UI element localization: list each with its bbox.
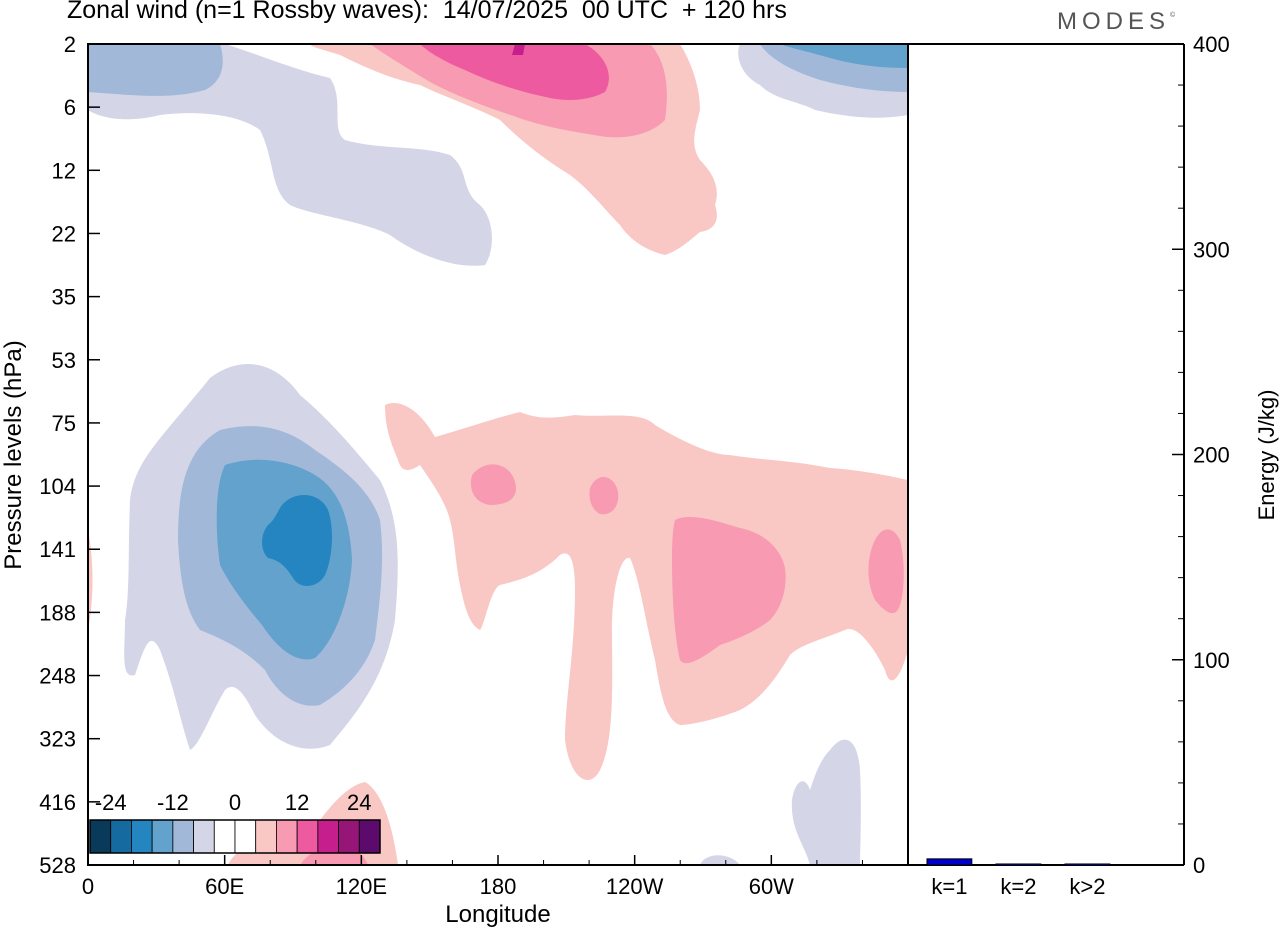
colorbar-label: 24 [347,790,371,815]
colorbar-swatch [317,819,339,854]
x-axis: 0 60E 120E 180 120W 60W [82,855,863,899]
energy-bar [926,858,973,866]
y-tick-label: 2 [64,32,76,57]
x-axis-label: Longitude [445,901,550,928]
y-tick-label: 141 [39,537,76,562]
x-tick-label: 0 [82,874,94,899]
modes-logo: MODES© [1057,8,1175,36]
colorbar-frame [89,819,381,854]
y-tick-label: 188 [39,600,76,625]
colorbar-swatch [172,819,194,854]
energy-tick-label: 200 [1193,443,1230,468]
energy-category-label: k=2 [1000,874,1036,899]
colorbar-swatch [296,819,319,854]
y-tick-label: 323 [39,727,76,752]
energy-bar-chart: 0 100 200 300 400 k=1 k=2 k>2 [926,32,1230,899]
colorbar-swatch [358,819,381,854]
colorbar-swatch [338,819,360,854]
y-tick-label: 12 [52,158,76,183]
contour-pos-tropo [385,403,908,780]
y-tick-label: 416 [39,790,76,815]
contour-neg-stratosphere [88,44,492,266]
x-tick-label: 120W [606,874,664,899]
colorbar-swatch [151,819,174,854]
y-tick-label: 6 [64,95,76,120]
energy-tick-label: 100 [1193,648,1230,673]
y-axis: 2 6 12 22 35 53 75 104 141 188 248 323 416 528 [39,32,100,878]
energy-tick-label: 0 [1193,853,1205,878]
colorbar-swatch [234,819,257,854]
colorbar-swatch [213,819,236,854]
y-tick-label: 75 [52,411,76,436]
colorbar-label: 12 [285,790,309,815]
logo-text: MODES [1057,8,1171,35]
contour-pos-cell-1 [470,464,516,505]
colorbar-swatch [255,819,277,854]
energy-bar [1064,863,1111,866]
y-tick-label: 53 [52,348,76,373]
x-tick-label: 60E [205,874,244,899]
x-tick-label: 180 [480,874,517,899]
contour-field [88,44,908,865]
contour-pos-cell-3 [672,517,786,664]
colorbar-label: 0 [229,790,241,815]
chart-title: Zonal wind (n=1 Rossby waves): 14/07/202… [67,0,787,24]
energy-axis-label: Energy (J/kg) [1254,390,1279,521]
y-tick-label: 248 [39,664,76,689]
x-tick-label: 120E [336,874,387,899]
contour-neg-upper-left [88,44,223,96]
colorbar-swatch [89,819,112,854]
y-axis-label: Pressure levels (hPa) [0,340,27,569]
logo-mark: © [1170,12,1176,19]
contour-neg-upper-right-3 [780,44,908,68]
contour-neg-lower-right [791,739,861,865]
colorbar-label: -24 [95,790,127,815]
energy-tick-label: 400 [1193,32,1230,57]
colorbar: -24 -12 0 12 24 [89,790,381,854]
contour-pos-strato-4 [512,44,525,55]
colorbar-swatch [110,819,132,854]
contour-pos-left-edge [88,530,93,630]
y-tick-label: 35 [52,285,76,310]
colorbar-swatch [276,819,298,854]
colorbar-swatch [193,819,215,854]
contour-neg-lower-small [700,855,740,865]
energy-tick-label: 300 [1193,237,1230,262]
colorbar-swatch [131,819,153,854]
y-tick-label: 528 [39,853,76,878]
contour-pos-strato-3 [420,44,609,100]
energy-bar [995,863,1042,866]
energy-category-label: k=1 [931,874,967,899]
contour-neg-tropo-core [262,494,332,586]
contour-pos-cell-4 [868,529,904,614]
y-tick-label: 104 [39,474,76,499]
contour-pos-cell-2 [589,476,619,515]
x-tick-label: 60W [749,874,794,899]
y-tick-label: 22 [52,221,76,246]
colorbar-label: -12 [157,790,189,815]
energy-category-label: k>2 [1069,874,1105,899]
